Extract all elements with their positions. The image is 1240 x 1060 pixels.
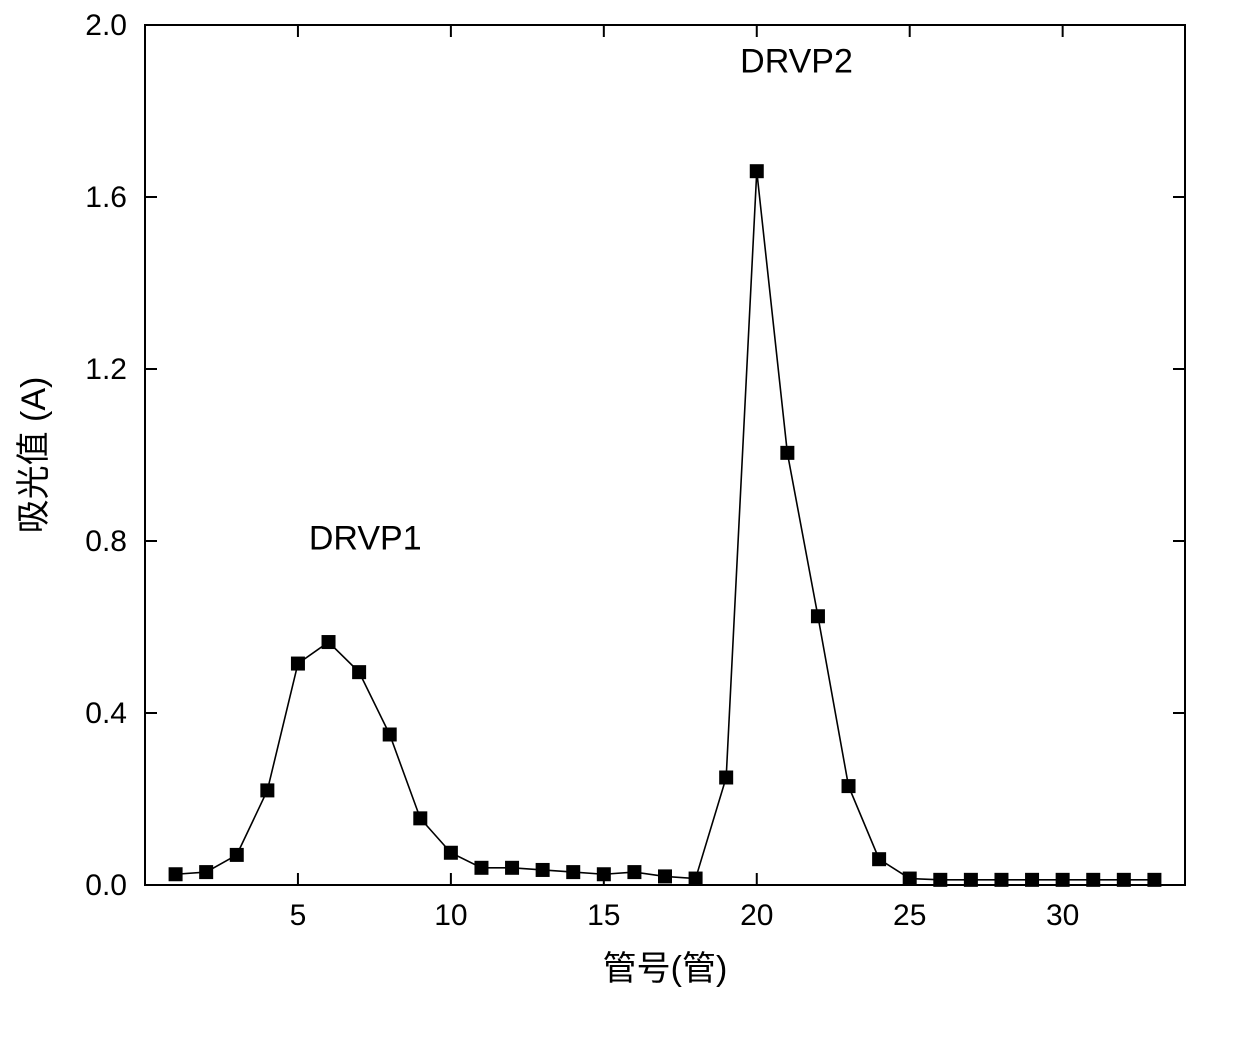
data-marker: [780, 446, 794, 460]
x-tick-label: 10: [434, 899, 467, 932]
data-marker: [169, 867, 183, 881]
data-marker: [933, 873, 947, 887]
data-marker: [994, 873, 1008, 887]
data-marker: [903, 872, 917, 886]
data-marker: [964, 873, 978, 887]
data-marker: [322, 635, 336, 649]
data-marker: [689, 872, 703, 886]
data-marker: [352, 665, 366, 679]
y-tick-label: 2.0: [85, 9, 127, 42]
x-tick-label: 30: [1046, 899, 1079, 932]
data-marker: [811, 609, 825, 623]
data-marker: [230, 848, 244, 862]
chart-svg: 5 10 15 20 25 30 0.0 0.4 0.8 1.2 1.6 2.0 管号(管) 吸光值 (A…: [0, 0, 1240, 1060]
data-marker: [1147, 873, 1161, 887]
data-marker: [413, 811, 427, 825]
data-marker: [872, 852, 886, 866]
plot-frame: [145, 25, 1185, 885]
peak-label: DRVP2: [740, 42, 853, 80]
data-marker: [536, 863, 550, 877]
data-marker: [719, 771, 733, 785]
x-axis-label: 管号(管): [603, 950, 728, 988]
data-marker: [750, 164, 764, 178]
data-marker: [566, 865, 580, 879]
data-marker: [1025, 873, 1039, 887]
data-marker: [1117, 873, 1131, 887]
y-tick-label: 0.8: [85, 525, 127, 558]
data-marker: [199, 865, 213, 879]
data-marker: [1086, 873, 1100, 887]
data-marker: [597, 867, 611, 881]
x-tick-label: 20: [740, 899, 773, 932]
data-marker: [444, 846, 458, 860]
x-tick-label: 15: [587, 899, 620, 932]
peak-label: DRVP1: [309, 520, 422, 558]
data-marker: [627, 865, 641, 879]
x-tick-label: 25: [893, 899, 926, 932]
data-marker: [505, 861, 519, 875]
x-tick-label: 5: [290, 899, 307, 932]
y-tick-label: 0.4: [85, 697, 127, 730]
chart-container: 5 10 15 20 25 30 0.0 0.4 0.8 1.2 1.6 2.0 管号(管) 吸光值 (A…: [0, 0, 1240, 1060]
data-marker: [383, 728, 397, 742]
y-tick-label: 1.6: [85, 181, 127, 214]
data-marker: [658, 869, 672, 883]
y-axis-label: 吸光值 (A): [15, 377, 53, 534]
data-marker: [474, 861, 488, 875]
data-marker: [1056, 873, 1070, 887]
y-tick-label: 1.2: [85, 353, 127, 386]
data-marker: [842, 779, 856, 793]
data-marker: [260, 783, 274, 797]
data-marker: [291, 657, 305, 671]
y-tick-label: 0.0: [85, 869, 127, 902]
